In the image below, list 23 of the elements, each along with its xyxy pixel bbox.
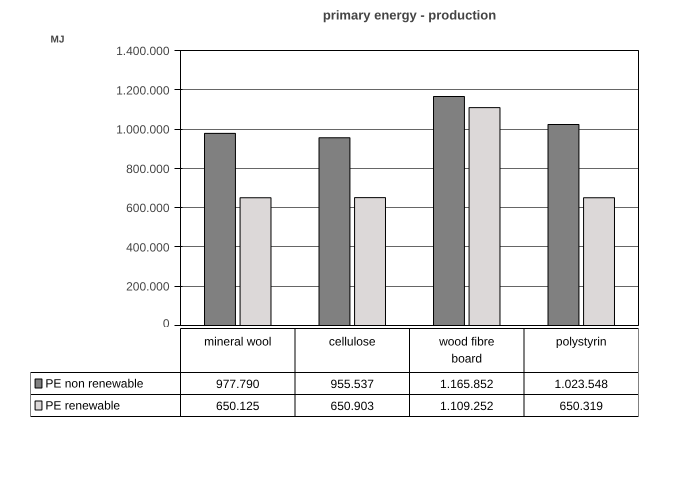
- data-label: 1.165.852: [440, 377, 494, 391]
- data-label: 1.023.548: [554, 377, 608, 391]
- x-tick-label: polystyrin: [556, 334, 607, 348]
- x-tick-label: mineral wool: [204, 334, 272, 348]
- legend-label: PE non renewable: [45, 376, 144, 390]
- y-tick-label: 200.000: [126, 280, 170, 294]
- x-tick-label: cellulose: [328, 334, 376, 348]
- text: MJ: [50, 34, 64, 46]
- y-tick-label: 800.000: [126, 162, 170, 176]
- legend-label: PE renewable: [45, 398, 120, 412]
- y-tick-label: 1.200.000: [116, 83, 170, 98]
- x-tick-label: wood fibre board: [438, 334, 495, 366]
- data-label: 650.125: [216, 399, 260, 413]
- data-label: 977.790: [216, 377, 260, 391]
- chart-title: primary energy - production: [322, 8, 496, 22]
- y-tick-label: 600.000: [126, 201, 170, 216]
- data-label: 955.537: [330, 377, 374, 391]
- y-tick-label: 400.000: [126, 240, 170, 254]
- data-label: 1.109.252: [440, 399, 494, 413]
- y-tick-label: 1.400.000: [116, 44, 170, 58]
- data-label: 650.319: [560, 399, 604, 413]
- y-tick-label: 1.000.000: [116, 122, 170, 137]
- data-label: 650.903: [330, 399, 374, 413]
